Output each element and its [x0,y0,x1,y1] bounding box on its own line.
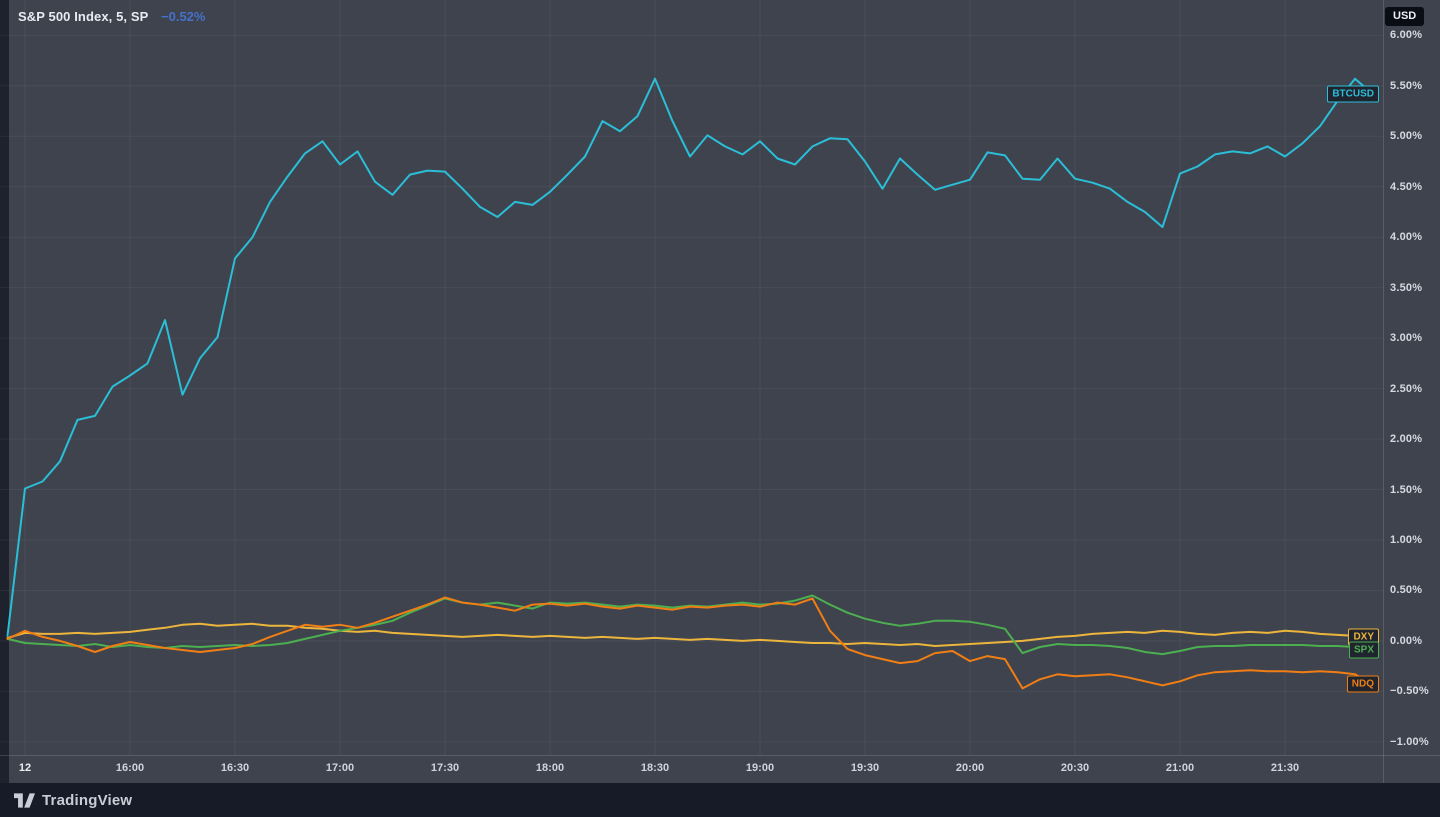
x-axis-label: 19:00 [745,762,775,774]
x-axis-label: 21:30 [1270,762,1300,774]
x-axis-label: 17:30 [430,762,460,774]
series-label-SPX: SPX [1348,641,1379,659]
footer-bar: TradingView [0,783,1440,817]
price-chart[interactable] [0,0,1440,755]
y-axis-label: 6.00% [1390,29,1423,42]
series-line-DXY [6,622,1374,647]
x-axis-label: 20:00 [955,762,985,774]
series-line-NDQ [6,596,1374,690]
y-axis-label: 5.00% [1390,130,1423,143]
x-axis-label: 20:30 [1060,762,1090,774]
x-axis-label: 17:00 [325,762,355,774]
chart-pane-background [0,0,1440,783]
y-axis-label: 0.50% [1390,584,1423,597]
x-axis-label: 18:00 [535,762,565,774]
symbol-title[interactable]: S&P 500 Index, 5, SP [18,9,149,24]
y-axis-label: 1.00% [1390,534,1423,546]
x-axis-label: 21:00 [1165,762,1195,774]
y-axis-label: 2.00% [1390,433,1423,446]
y-axis-label: 2.50% [1390,382,1423,395]
y-axis-label: 4.50% [1390,180,1423,193]
left-rail [0,0,9,783]
price-axis-divider [1383,0,1384,783]
x-axis-label: 18:30 [640,762,670,774]
y-axis-label: 0.00% [1390,634,1423,647]
y-axis-label: −0.50% [1390,685,1429,698]
y-axis-label: 1.50% [1390,483,1423,496]
change-percent: −0.52% [161,9,206,24]
x-axis-label: 12 [18,762,32,774]
tradingview-logo-icon [14,792,35,808]
time-axis-divider [0,755,1440,756]
symbol-legend[interactable]: S&P 500 Index, 5, SP −0.52% [18,8,205,25]
y-axis-label: −1.00% [1390,735,1429,748]
y-axis-label: 5.50% [1390,79,1423,92]
series-label-DXY: DXY [1348,628,1379,646]
x-axis-label: 16:00 [115,762,145,774]
series-line-BTCUSD [6,77,1374,637]
y-axis-label: 4.00% [1390,231,1423,244]
series-label-BTCUSD: BTCUSD [1327,85,1379,103]
x-axis-label: 16:30 [220,762,250,774]
tradingview-logo-text: TradingView [42,791,133,809]
tradingview-logo-link[interactable]: TradingView [14,792,132,809]
series-label-NDQ: NDQ [1346,675,1379,693]
y-axis-label: 3.50% [1390,281,1423,294]
y-axis-label: 3.00% [1390,332,1423,345]
currency-toggle-button[interactable]: USD [1385,7,1425,26]
x-axis-label: 19:30 [850,762,880,774]
